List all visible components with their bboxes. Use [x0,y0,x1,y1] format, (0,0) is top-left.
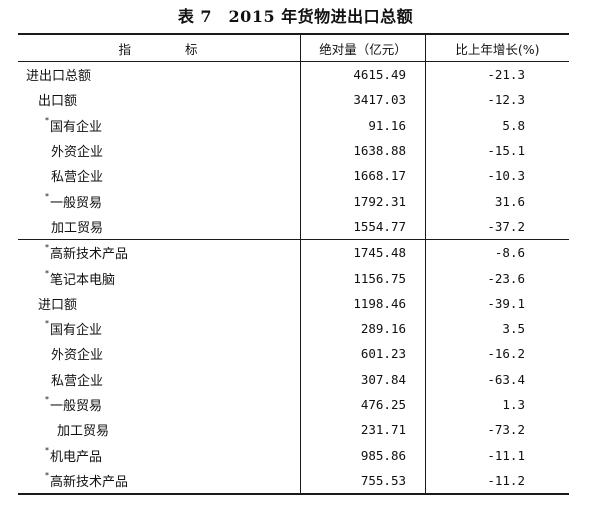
row-label: 进出口总额 [26,69,92,85]
table-row: * 高新技术产品 1745.48 -8.6 [18,239,569,266]
row-label: 高新技术产品 [50,474,129,490]
row-label: 外资企业 [51,145,104,161]
footnote-marker: * [45,470,49,480]
table-row: 加工贸易 231.71 -73.2 [18,417,569,443]
footnote-marker: * [45,243,49,253]
header-absolute: 绝对量（亿元） [301,35,426,61]
row-growth: 5.8 [502,117,525,133]
table-row: 私营企业 1668.17 -10.3 [18,163,569,189]
table-row: 进出口总额 4615.49 -21.3 [18,62,569,88]
table-row: 出口额 3417.03 -12.3 [18,87,569,113]
row-value: 601.23 [301,341,426,367]
footnote-marker: * [45,319,49,329]
row-label: 进口额 [38,297,78,313]
footnote-marker: * [45,445,49,455]
row-growth: -11.1 [487,447,525,463]
row-label: 国有企业 [50,323,103,339]
table-row: 外资企业 601.23 -16.2 [18,341,569,367]
row-growth: -8.6 [494,245,525,261]
row-label: 加工贸易 [51,220,104,236]
table-row: * 一般贸易 476.25 1.3 [18,391,569,418]
table-row: 私营企业 307.84 -63.4 [18,366,569,392]
row-label: 高新技术产品 [50,247,129,263]
row-label: 一般贸易 [50,399,103,414]
row-value: 307.84 [301,366,426,392]
row-label: 机电产品 [50,449,103,465]
header-indicator-char-2: 标 [185,41,200,57]
row-value: 1668.17 [301,163,426,189]
table-row: 外资企业 1638.88 -15.1 [18,137,569,164]
row-growth: -63.4 [487,371,525,387]
row-value: 755.53 [301,467,426,494]
row-value: 476.25 [301,391,426,418]
table-row: * 国有企业 91.16 5.8 [18,112,569,138]
row-label: 国有企业 [50,119,103,135]
row-value: 1156.75 [301,265,426,291]
row-growth: -37.2 [487,218,525,234]
row-growth: -10.3 [487,168,525,184]
row-value: 231.71 [301,417,426,443]
footnote-marker: * [45,115,49,125]
row-growth: -21.3 [487,67,525,83]
row-growth: -12.3 [487,92,525,108]
row-value: 1792.31 [301,188,426,214]
row-label: 私营企业 [51,170,104,186]
row-value: 4615.49 [301,62,426,88]
header-growth: 比上年增长(%) [455,41,540,57]
table-row: * 机电产品 985.86 -11.1 [18,442,569,468]
table-row: * 一般贸易 1792.31 31.6 [18,188,569,214]
header-indicator-char-1: 指 [118,41,133,57]
table-title: 表 7 2015 年货物进出口总额 [177,7,414,26]
row-value: 3417.03 [301,87,426,113]
footnote-marker: * [45,191,49,201]
row-growth: -23.6 [487,270,525,286]
row-value: 1638.88 [301,137,426,164]
table-row: 进口额 1198.46 -39.1 [18,290,569,316]
row-growth: -11.2 [487,472,525,488]
trade-table: 指标 绝对量（亿元） 比上年增长(%) 进出口总额 4615.49 -21.3 … [18,33,569,496]
row-label: 笔记本电脑 [50,272,116,288]
row-growth: 3.5 [502,321,525,337]
row-growth: -16.2 [487,346,525,362]
row-value: 1198.46 [301,290,426,316]
row-label: 私营企业 [51,373,104,389]
row-label: 一般贸易 [50,195,103,211]
footnote-marker: * [45,395,49,404]
row-growth: -73.2 [487,422,525,438]
row-value: 289.16 [301,315,426,342]
table-row: * 笔记本电脑 1156.75 -23.6 [18,265,569,291]
row-growth: -39.1 [487,295,525,311]
row-value: 985.86 [301,442,426,468]
table-row: * 国有企业 289.16 3.5 [18,315,569,342]
row-label: 加工贸易 [57,424,110,440]
row-value: 1554.77 [301,213,426,240]
table-header: 指标 绝对量（亿元） 比上年增长(%) [18,35,569,62]
row-growth: 1.3 [502,397,525,412]
footnote-marker: * [45,268,49,278]
row-value: 91.16 [301,112,426,138]
header-indicator: 指标 [18,35,301,61]
row-label: 外资企业 [51,348,104,364]
row-growth: 31.6 [494,193,525,209]
row-value: 1745.48 [301,240,426,266]
table-row: * 高新技术产品 755.53 -11.2 [18,467,569,494]
row-growth: -15.1 [487,143,525,159]
row-label: 出口额 [38,94,78,110]
table-row: 加工贸易 1554.77 -37.2 [18,213,569,240]
